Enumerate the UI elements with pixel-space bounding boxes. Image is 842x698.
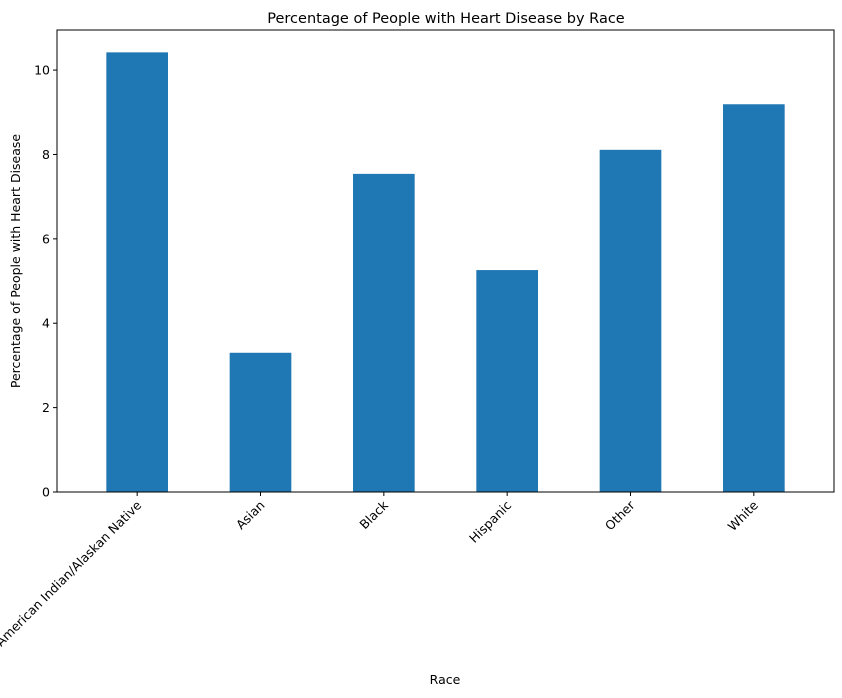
y-tick-label: 8 [42,147,50,162]
plot-area-frame [56,29,835,493]
bar-white [723,104,785,492]
bar-hispanic [476,270,538,492]
bars-group [106,52,785,493]
bar-other [599,149,662,493]
y-tick-label: 2 [42,400,50,415]
y-axis-label: Percentage of People with Heart Disease [8,134,23,389]
y-tick-label: 0 [42,485,50,500]
chart-title: Percentage of People with Heart Disease … [267,11,625,27]
y-axis-ticks: 0 2 4 6 8 10 [34,63,57,500]
y-tick-label: 6 [42,231,50,246]
y-tick-label: 4 [42,316,50,331]
bar-black [353,173,415,493]
bar-american-indian-alaskan-native [106,52,168,493]
bar-asian [229,352,292,492]
y-tick-label: 10 [34,63,50,78]
x-axis-label: Race [430,672,461,687]
